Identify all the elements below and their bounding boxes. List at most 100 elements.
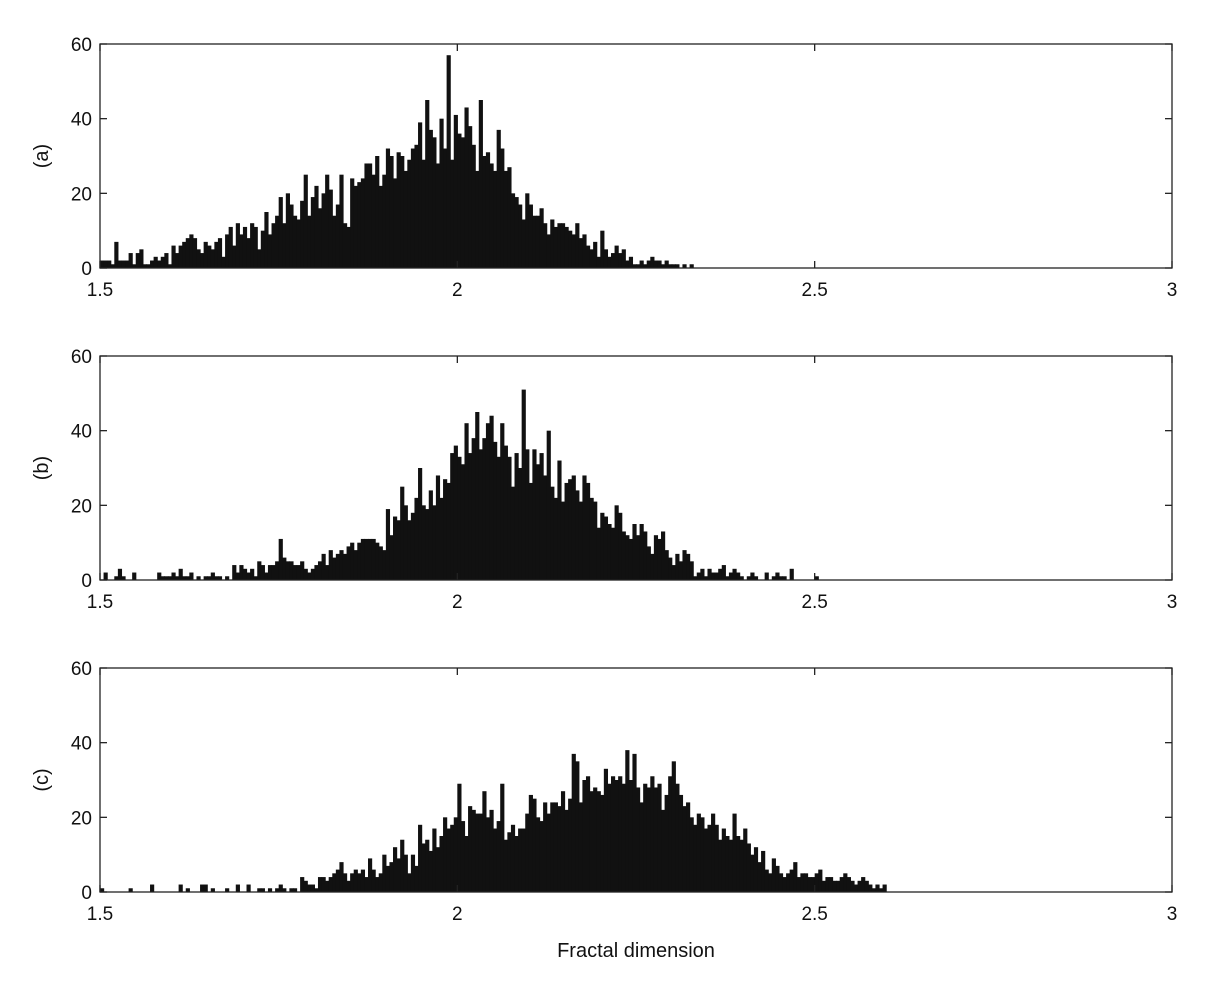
histogram-bar (503, 445, 508, 580)
histogram-bar (789, 568, 794, 580)
histogram-bar (246, 884, 251, 892)
histogram-bar (778, 576, 784, 580)
histogram-bar (653, 535, 659, 580)
histogram-bar (257, 888, 262, 892)
histogram-bar (307, 884, 312, 892)
x-tick-label: 1.5 (87, 280, 113, 301)
histogram-bar (782, 877, 787, 892)
histogram-bar (550, 486, 555, 580)
y-tick-label: 20 (71, 496, 92, 517)
histogram-bar (214, 576, 219, 580)
histogram-bar (364, 538, 369, 580)
histogram-bar (582, 780, 587, 892)
histogram-bar (435, 847, 441, 892)
histogram-bar (514, 453, 519, 580)
histogram-bar (535, 215, 541, 268)
histogram-bar (639, 802, 644, 892)
histogram-bar (532, 449, 537, 580)
histogram-bar (557, 223, 562, 268)
histogram-bar (121, 260, 126, 268)
histogram-bar (668, 264, 673, 268)
histogram-bar (128, 888, 133, 892)
histogram-bar (432, 505, 437, 580)
histogram-bar (543, 802, 548, 892)
histogram-bar (489, 163, 494, 268)
histogram-bar (493, 170, 498, 268)
histogram-bar (407, 159, 412, 268)
histogram-bar (368, 538, 373, 580)
histogram-bar (300, 877, 305, 892)
histogram-bar (307, 572, 312, 580)
histogram-bar (475, 170, 480, 268)
histogram-bar (553, 802, 558, 892)
histogram-bar (518, 204, 523, 268)
histogram-bar (328, 189, 333, 268)
histogram-bar (475, 412, 480, 580)
histogram-bar (428, 129, 433, 268)
histogram-bar (550, 802, 555, 892)
histogram-bar (335, 869, 341, 892)
histogram-bar (425, 509, 430, 580)
histogram-bar (761, 850, 766, 892)
histogram-bar (128, 253, 133, 268)
histogram-bar (267, 565, 273, 580)
histogram-bar (246, 238, 251, 268)
histogram-bar (482, 438, 487, 580)
histogram-bar (636, 535, 641, 580)
histogram-bar (678, 794, 684, 892)
histogram-bar (600, 512, 605, 580)
histogram-bar (314, 185, 319, 268)
histogram-bar (500, 783, 505, 892)
histogram-bar (285, 193, 290, 268)
histogram-bar (489, 415, 494, 580)
histogram-bar (242, 226, 248, 268)
histogram-bar (553, 226, 558, 268)
histogram-bar (189, 572, 194, 580)
histogram-bar (185, 888, 190, 892)
histogram-bar (543, 475, 548, 580)
histogram-bar (167, 264, 173, 268)
histogram-bar (871, 888, 877, 892)
histogram-bar (560, 501, 566, 580)
histogram-bar (446, 482, 451, 580)
histogram-bar (628, 780, 634, 892)
histogram-bar (167, 576, 173, 580)
histogram-bar (718, 568, 723, 580)
histogram-bar (771, 576, 776, 580)
histogram-bar (317, 208, 323, 268)
histogram-bar (368, 163, 373, 268)
histogram-bar (464, 836, 469, 892)
histogram-bar (342, 223, 348, 268)
histogram-bar (496, 821, 501, 892)
histogram-bar (600, 794, 605, 892)
histogram-bar (221, 256, 226, 268)
histogram-bar (682, 550, 687, 580)
histogram-bar (557, 460, 562, 580)
histogram-bar (435, 475, 441, 580)
histogram-bar (693, 576, 698, 580)
histogram-bar (189, 234, 194, 268)
histogram-bar (528, 204, 533, 268)
histogram-bar (689, 264, 694, 268)
bars-c (100, 750, 887, 892)
histogram-bar (496, 129, 501, 268)
histogram-bar (389, 156, 394, 268)
histogram-bar (686, 553, 691, 580)
histogram-bar (110, 264, 115, 268)
histogram-bar (675, 553, 680, 580)
histogram-bar (482, 156, 487, 268)
histogram-bar (267, 888, 273, 892)
histogram-bar (661, 264, 666, 268)
histogram-bar (571, 753, 576, 892)
histogram-bar (650, 776, 655, 892)
y-tick-label: 20 (71, 184, 92, 205)
histogram-bar (328, 877, 333, 892)
histogram-bar (657, 260, 662, 268)
histogram-bar (200, 253, 205, 268)
histogram-bar (267, 234, 273, 268)
histogram-bar (596, 527, 601, 580)
histogram-bar (593, 787, 598, 892)
histogram-bar (432, 828, 437, 892)
histogram-bar (775, 865, 780, 892)
histogram-bar (132, 264, 137, 268)
